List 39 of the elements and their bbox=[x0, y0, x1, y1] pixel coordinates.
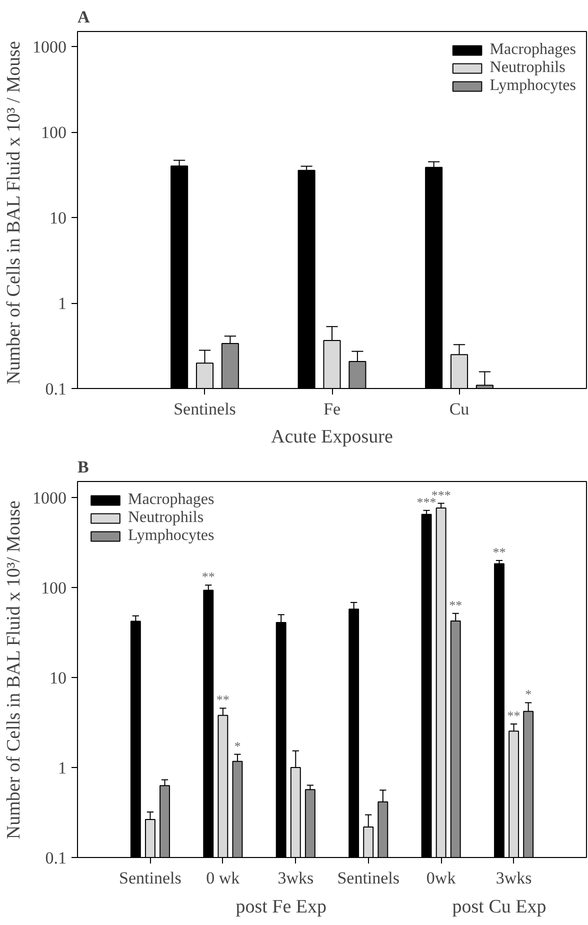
x-tick-label: Sentinels bbox=[174, 400, 236, 418]
x-tick-label: Sentinels bbox=[337, 868, 400, 888]
x-tick-label: 3wks bbox=[278, 868, 314, 888]
legend-label: Macrophages bbox=[490, 41, 576, 59]
x-axis-title: Acute Exposure bbox=[271, 426, 393, 448]
data-label: ** bbox=[507, 708, 520, 723]
y-tick-label: 1 bbox=[58, 758, 66, 778]
y-tick-label: 10 bbox=[50, 208, 66, 228]
legend-label: Neutrophils bbox=[128, 509, 204, 527]
legend-label: Lymphocytes bbox=[128, 527, 214, 545]
y-axis-title: Number of Cells in BAL Fluid x 10³ / Mouse bbox=[4, 41, 24, 384]
x-tick-label: Sentinels bbox=[119, 868, 182, 888]
y-tick-label: 100 bbox=[41, 123, 66, 142]
data-label: * bbox=[234, 738, 241, 754]
text: post Fe Exp bbox=[236, 896, 326, 918]
x-tick-label: Fe bbox=[324, 400, 340, 418]
y-tick-label: 100 bbox=[41, 578, 66, 598]
y-tick-label: 1 bbox=[58, 294, 66, 314]
y-tick-label: 1000 bbox=[32, 488, 66, 508]
legend-label: Macrophages bbox=[128, 491, 214, 509]
x-tick-label: Cu bbox=[449, 400, 470, 418]
chart-title: A bbox=[78, 8, 90, 26]
data-label: * bbox=[525, 686, 532, 702]
data-label: ** bbox=[216, 692, 230, 708]
x-tick-label: 0wk bbox=[426, 868, 456, 888]
y-axis-title: Number of Cells in BAL Fluid x 10³/ Mouse bbox=[4, 500, 24, 840]
y-tick-label: 10 bbox=[50, 668, 66, 688]
x-tick-label: 3wks bbox=[496, 868, 532, 888]
data-label: ** bbox=[492, 544, 506, 560]
y-tick-label: 1000 bbox=[32, 38, 66, 57]
data-label: ** bbox=[202, 569, 215, 584]
legend-label: Neutrophils bbox=[490, 59, 566, 77]
data-label: ** bbox=[449, 597, 462, 612]
y-tick-label: 0.1 bbox=[45, 848, 66, 868]
x-tick-label: 0 wk bbox=[206, 868, 240, 888]
chart-title: B bbox=[78, 458, 89, 476]
text: post Cu Exp bbox=[452, 896, 546, 918]
legend-label: Lymphocytes bbox=[490, 77, 576, 95]
y-tick-label: 0.1 bbox=[45, 380, 66, 398]
